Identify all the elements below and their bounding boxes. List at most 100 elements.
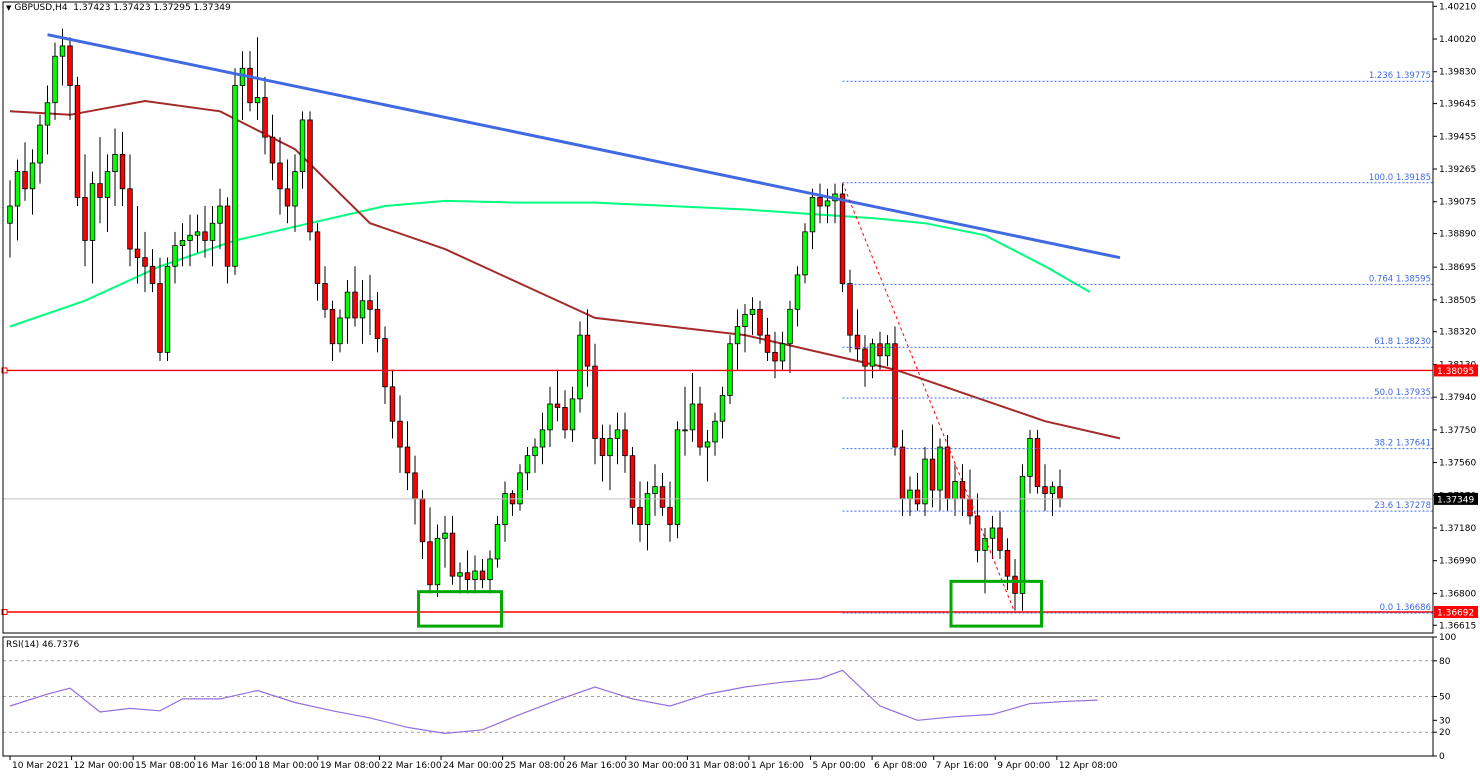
candle-body <box>262 97 268 138</box>
candle <box>1012 558 1018 611</box>
candle <box>164 257 171 361</box>
candle <box>929 424 936 508</box>
candle <box>194 214 201 253</box>
candle <box>344 280 351 344</box>
candle <box>584 309 591 387</box>
candle <box>142 231 148 293</box>
candle <box>689 373 696 442</box>
candle <box>494 515 501 568</box>
candle <box>284 159 291 224</box>
candle-body <box>862 348 868 367</box>
candle <box>374 292 381 353</box>
candle <box>367 274 373 336</box>
candle <box>569 386 576 442</box>
candle-body <box>712 420 718 443</box>
candle-body <box>772 351 778 362</box>
candle-body <box>397 420 403 448</box>
candle-body <box>734 326 741 345</box>
candle <box>187 214 193 267</box>
candle <box>554 369 561 422</box>
current-price-tag <box>1434 492 1478 505</box>
candle-body <box>419 498 426 543</box>
candle <box>329 300 336 361</box>
candle <box>269 114 276 181</box>
collapse-triangle-icon[interactable]: ▼ <box>6 4 12 12</box>
candle-body <box>389 386 396 422</box>
x-tick-label: 18 Mar 00:00 <box>258 761 318 771</box>
candle-body <box>937 446 943 491</box>
candle-body <box>352 291 358 319</box>
candle-body <box>464 572 471 581</box>
candle <box>322 266 328 318</box>
fib-level-label: 38.2 1.37641 <box>1374 439 1431 449</box>
y-tick-label: 1.38695 <box>1439 263 1476 273</box>
rsi-y-tick-label: 50 <box>1439 693 1451 703</box>
fib-level-label: 0.764 1.38595 <box>1369 274 1431 284</box>
candle <box>352 266 358 327</box>
candle-body <box>157 283 163 353</box>
candle <box>779 331 786 370</box>
candle-body <box>89 183 96 241</box>
candle-body <box>802 231 808 276</box>
candle-body <box>472 570 478 581</box>
support-price-label: 1.38095 <box>1437 367 1474 377</box>
y-tick-label: 1.37750 <box>1439 426 1476 436</box>
candle <box>787 300 793 374</box>
candle-body <box>742 314 748 327</box>
symbol-label: GBPUSD,H4 <box>14 3 68 13</box>
candle-body <box>539 429 546 448</box>
candle <box>862 335 868 387</box>
candle <box>524 447 531 491</box>
candle-body <box>119 153 126 190</box>
rsi-y-tick-label: 30 <box>1439 716 1451 726</box>
candle <box>764 317 771 361</box>
candle <box>74 76 81 207</box>
candle <box>674 421 681 539</box>
rsi-y-tick-label: 20 <box>1439 728 1451 738</box>
trendline <box>47 33 1121 260</box>
candle <box>442 515 448 568</box>
candle-body <box>697 403 703 448</box>
candle-body <box>562 407 568 431</box>
candle-body <box>329 308 336 345</box>
candle-body <box>67 45 73 86</box>
candle <box>839 183 846 293</box>
candle-body <box>757 308 763 336</box>
candle <box>749 297 756 336</box>
candle <box>869 338 876 379</box>
candle-body <box>794 274 801 310</box>
y-tick-label: 1.38320 <box>1439 328 1476 338</box>
candle <box>127 154 133 267</box>
candle-body <box>824 200 831 207</box>
candle-body <box>922 458 928 505</box>
support-price-label: 1.36692 <box>1437 608 1474 618</box>
candle-body <box>674 429 681 525</box>
candle <box>592 343 598 465</box>
x-tick-label: 26 Mar 16:00 <box>566 761 626 771</box>
candle <box>397 395 403 473</box>
candle <box>652 464 658 516</box>
candle <box>607 424 613 491</box>
support-price-tag <box>1434 605 1478 618</box>
candle-body <box>727 343 733 396</box>
candle <box>382 326 388 405</box>
candle <box>794 266 801 327</box>
candle-body <box>704 441 711 448</box>
double-bottom-box <box>417 590 503 628</box>
candle <box>1034 429 1041 494</box>
x-tick-label: 19 Mar 08:00 <box>320 761 380 771</box>
candle <box>532 438 538 473</box>
candle <box>547 386 553 448</box>
candle <box>464 550 471 594</box>
candle <box>277 137 283 215</box>
candle <box>247 51 253 112</box>
candle <box>29 149 36 215</box>
candle-body <box>74 85 81 198</box>
candle-body <box>689 403 696 431</box>
candle-body <box>59 45 66 57</box>
y-tick-label: 1.39075 <box>1439 198 1476 208</box>
candle-body <box>322 283 328 310</box>
double-bottom-box <box>949 579 1043 628</box>
